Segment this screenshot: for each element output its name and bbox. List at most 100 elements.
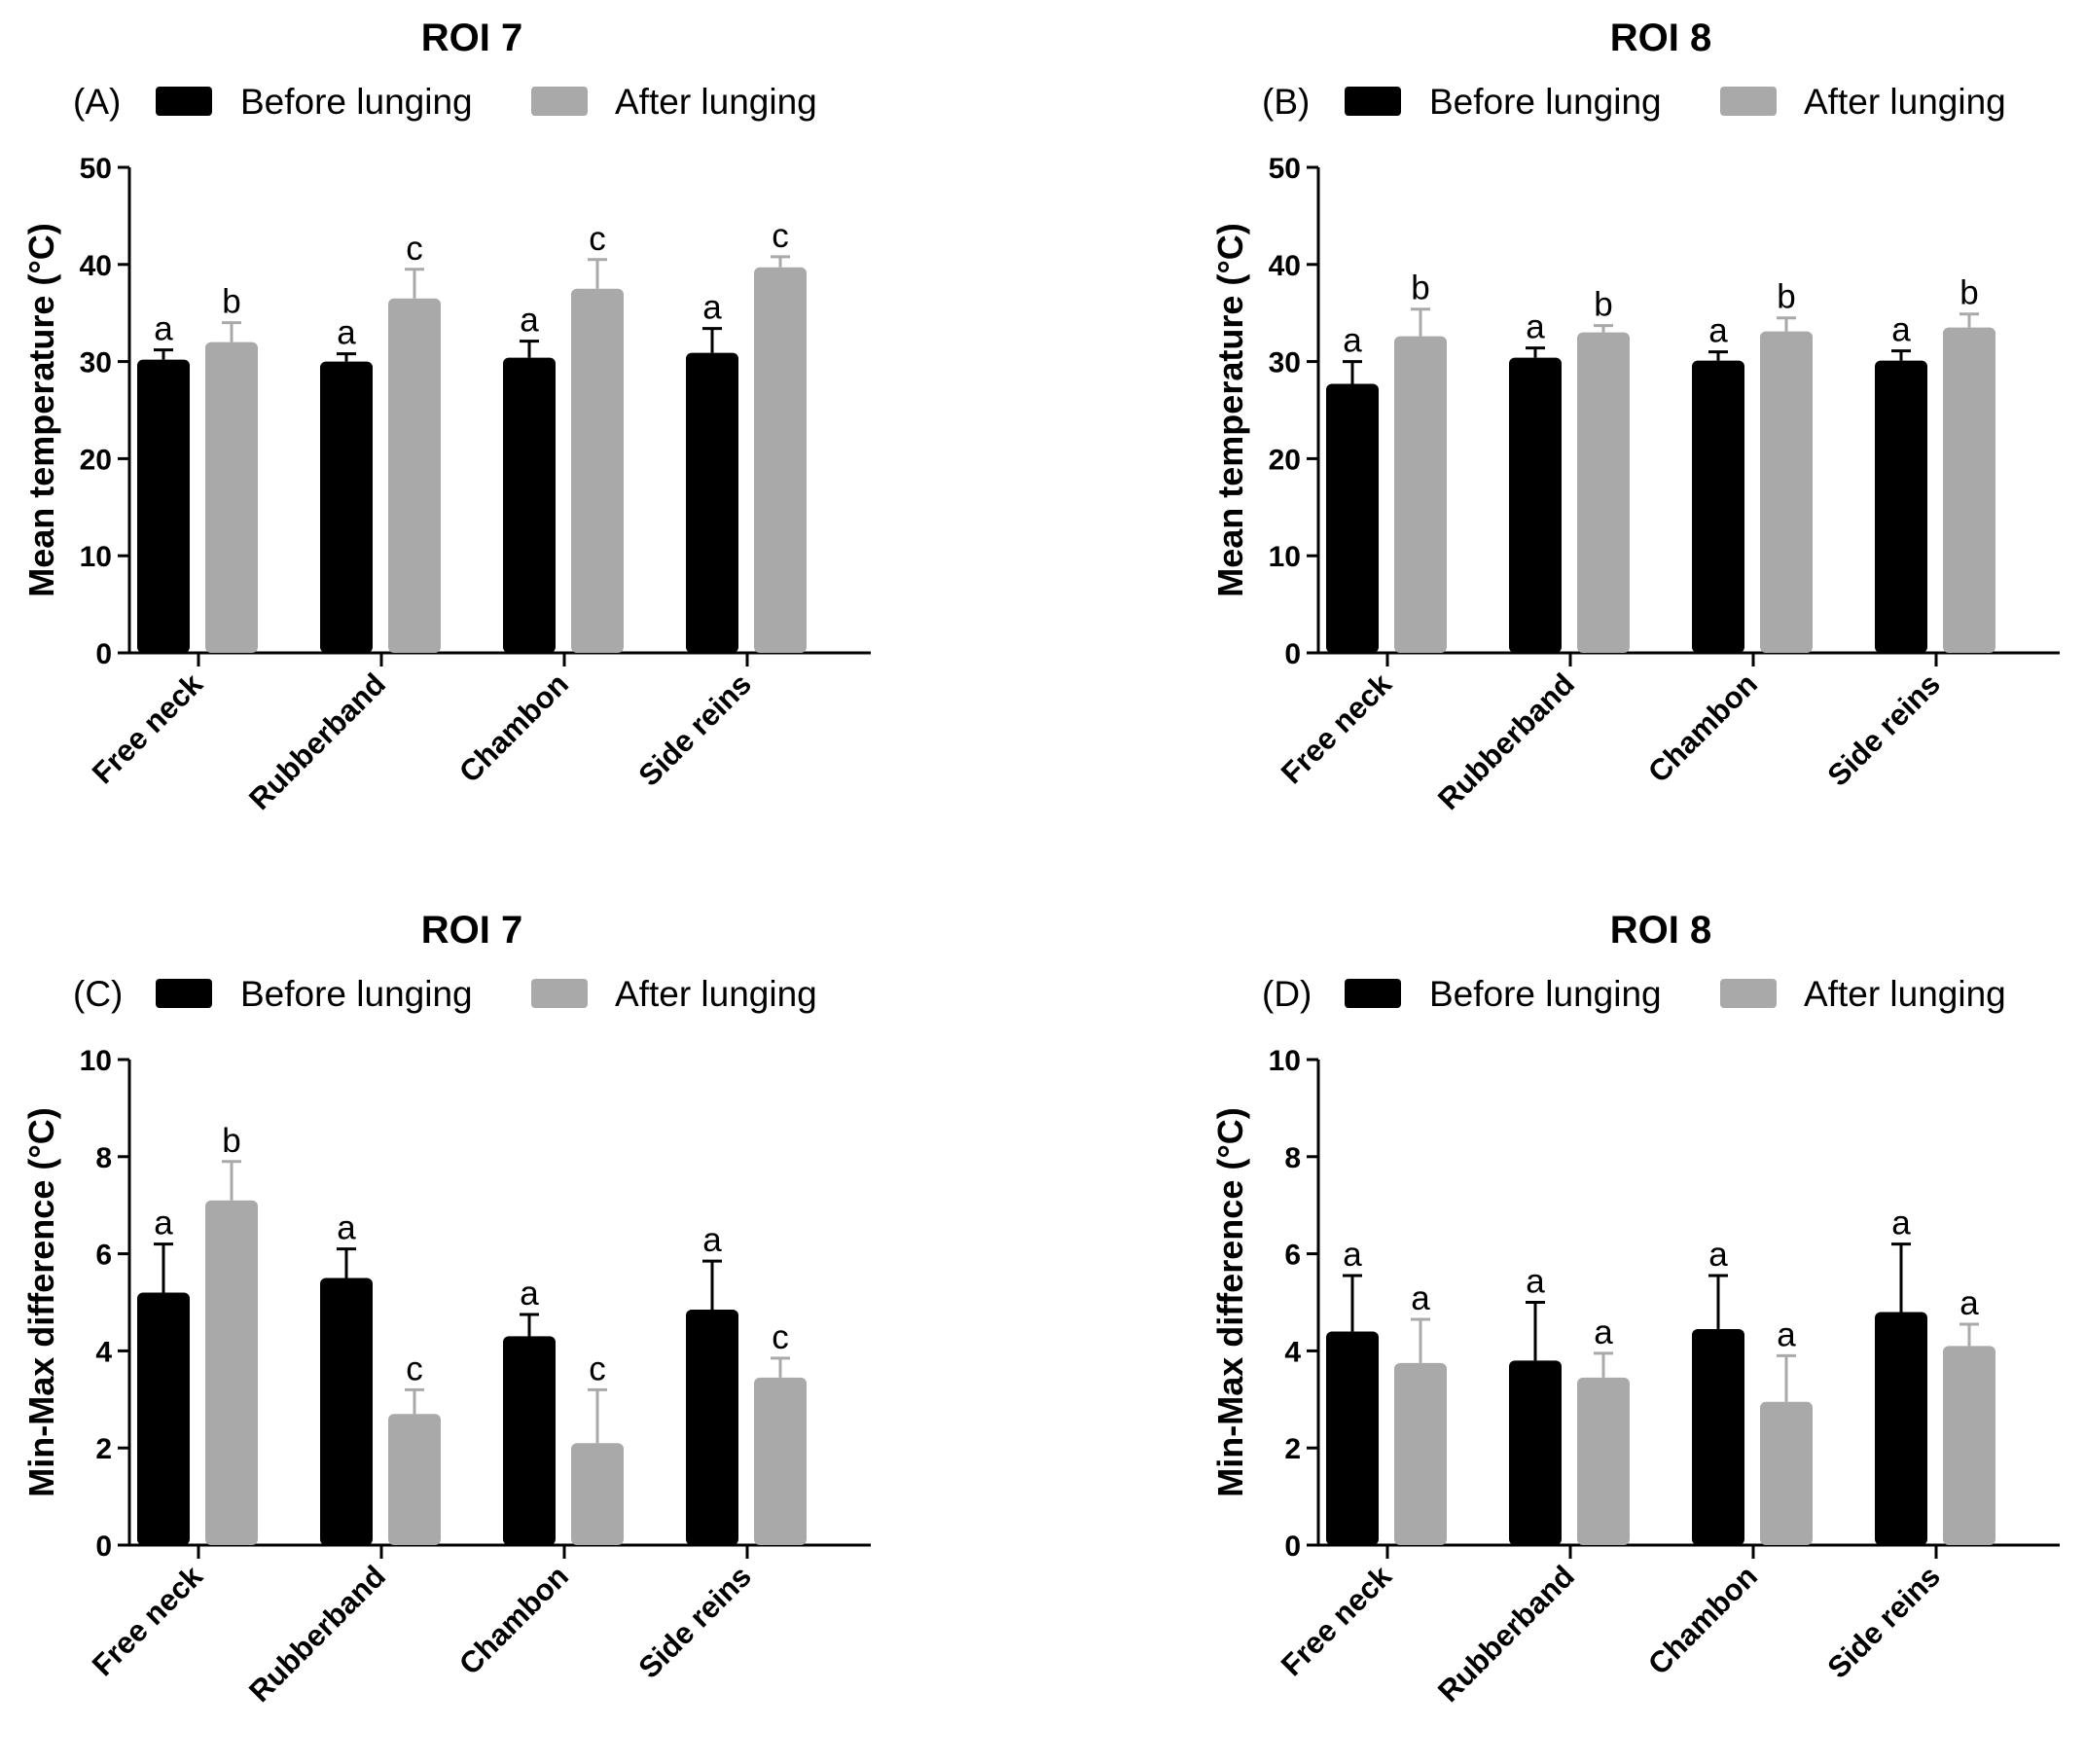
- x-tick-label: Free neck: [1275, 666, 1399, 791]
- significance-letter: a: [1708, 1236, 1728, 1274]
- x-tick-label: Rubberband: [1431, 666, 1581, 816]
- panel-label: (B): [1262, 82, 1310, 122]
- bar-before-lunging: [1692, 1328, 1744, 1545]
- significance-letter: a: [702, 289, 722, 327]
- bar-after-lunging: [1577, 332, 1630, 653]
- chart-title: ROI 8: [1610, 909, 1711, 952]
- significance-letter: a: [520, 302, 539, 340]
- bar-after-lunging: [388, 298, 441, 653]
- x-tick-label: Side reins: [631, 666, 758, 793]
- y-tick-label: 2: [95, 1433, 112, 1465]
- significance-letter: a: [1411, 1279, 1430, 1317]
- panel-1: ROI 7 (A) Before lunging After lunging 0 10 20…: [21, 17, 871, 816]
- significance-letter: a: [1891, 311, 1911, 349]
- significance-letter: b: [1777, 278, 1795, 316]
- y-tick-label: 4: [95, 1336, 112, 1368]
- legend-swatch-1: [156, 87, 212, 116]
- y-tick-label: 50: [1269, 153, 1301, 185]
- x-tick-label: Chambon: [1641, 666, 1764, 789]
- legend-label-2: After lunging: [1804, 82, 2006, 122]
- y-axis-label: Mean temperature (°C): [1210, 223, 1250, 596]
- bar-before-lunging: [1326, 383, 1379, 653]
- x-tick-label: Chambon: [452, 666, 575, 789]
- bar-after-lunging: [1577, 1377, 1630, 1545]
- y-tick-label: 10: [1269, 1045, 1301, 1077]
- x-tick-label: Side reins: [631, 1559, 758, 1685]
- y-axis-label: Min-Max difference (°C): [21, 1107, 61, 1496]
- significance-letter: b: [1959, 274, 1978, 312]
- bar-after-lunging: [1943, 327, 1995, 653]
- y-tick-label: 6: [95, 1240, 112, 1272]
- chart-title: ROI 7: [421, 17, 522, 59]
- bar-after-lunging: [1943, 1346, 1995, 1545]
- bar-before-lunging: [1692, 360, 1744, 653]
- legend-label-1: Before lunging: [1429, 974, 1662, 1014]
- y-tick-label: 10: [80, 541, 112, 573]
- significance-letter: a: [1959, 1284, 1979, 1322]
- significance-letter: b: [222, 1122, 240, 1160]
- y-tick-label: 50: [80, 153, 112, 185]
- y-tick-label: 4: [1284, 1336, 1301, 1368]
- bar-after-lunging: [754, 267, 807, 653]
- significance-letter: c: [406, 230, 423, 268]
- y-tick-label: 20: [80, 444, 112, 476]
- legend-swatch-1: [1345, 87, 1401, 116]
- y-tick-label: 20: [1269, 444, 1301, 476]
- y-tick-label: 0: [1284, 1530, 1301, 1563]
- significance-letter: c: [406, 1350, 423, 1387]
- bar-before-lunging: [686, 352, 738, 653]
- significance-letter: a: [337, 1209, 356, 1247]
- bar-after-lunging: [754, 1377, 807, 1545]
- panel-2: ROI 8 (B) Before lunging After lunging 0 10 20…: [1210, 17, 2060, 816]
- legend-label-1: Before lunging: [240, 82, 473, 122]
- legend-swatch-1: [1345, 979, 1401, 1008]
- chart-title: ROI 8: [1610, 17, 1711, 59]
- x-tick-label: Side reins: [1820, 1559, 1947, 1685]
- y-tick-label: 8: [95, 1142, 112, 1174]
- significance-letter: a: [1343, 322, 1362, 360]
- legend-swatch-2: [531, 87, 588, 116]
- legend-swatch-2: [1720, 979, 1777, 1008]
- significance-letter: a: [1343, 1236, 1362, 1274]
- bar-after-lunging: [1394, 1362, 1447, 1545]
- legend-label-2: After lunging: [615, 974, 817, 1014]
- y-tick-label: 40: [1269, 250, 1301, 282]
- y-axis-label: Min-Max difference (°C): [1210, 1107, 1250, 1496]
- significance-letter: b: [222, 283, 240, 321]
- bar-after-lunging: [1760, 331, 1813, 653]
- panel-label: (A): [73, 82, 121, 122]
- x-tick-label: Free neck: [86, 1559, 210, 1683]
- significance-letter: b: [1594, 286, 1612, 324]
- panel-label: (D): [1262, 974, 1312, 1014]
- bar-before-lunging: [1509, 1360, 1562, 1545]
- legend-label-1: Before lunging: [240, 974, 473, 1014]
- y-tick-label: 30: [1269, 347, 1301, 379]
- bar-before-lunging: [1509, 357, 1562, 653]
- x-tick-label: Chambon: [452, 1559, 575, 1681]
- significance-letter: b: [1411, 270, 1429, 307]
- bar-before-lunging: [1326, 1331, 1379, 1545]
- y-tick-label: 10: [80, 1045, 112, 1077]
- significance-letter: a: [702, 1221, 722, 1259]
- legend-swatch-2: [1720, 87, 1777, 116]
- panel-3: ROI 7 (C) Before lunging After lunging 0 2 4 6 8…: [21, 909, 871, 1709]
- x-tick-label: Side reins: [1820, 666, 1947, 793]
- bar-before-lunging: [686, 1309, 738, 1545]
- significance-letter: a: [337, 314, 356, 352]
- panel-4: ROI 8 (D) Before lunging After lunging 0 2 4 6 8…: [1210, 909, 2060, 1709]
- significance-letter: a: [1708, 312, 1728, 350]
- bar-before-lunging: [320, 1278, 373, 1545]
- bar-after-lunging: [571, 1443, 624, 1545]
- significance-letter: a: [520, 1275, 539, 1313]
- bar-before-lunging: [137, 359, 190, 653]
- significance-letter: a: [154, 310, 173, 348]
- significance-letter: a: [154, 1205, 173, 1242]
- y-tick-label: 30: [80, 347, 112, 379]
- significance-letter: a: [1777, 1315, 1796, 1353]
- legend-label-2: After lunging: [1804, 974, 2006, 1014]
- bar-after-lunging: [571, 288, 624, 653]
- bar-before-lunging: [1875, 1312, 1927, 1545]
- significance-letter: c: [589, 220, 606, 258]
